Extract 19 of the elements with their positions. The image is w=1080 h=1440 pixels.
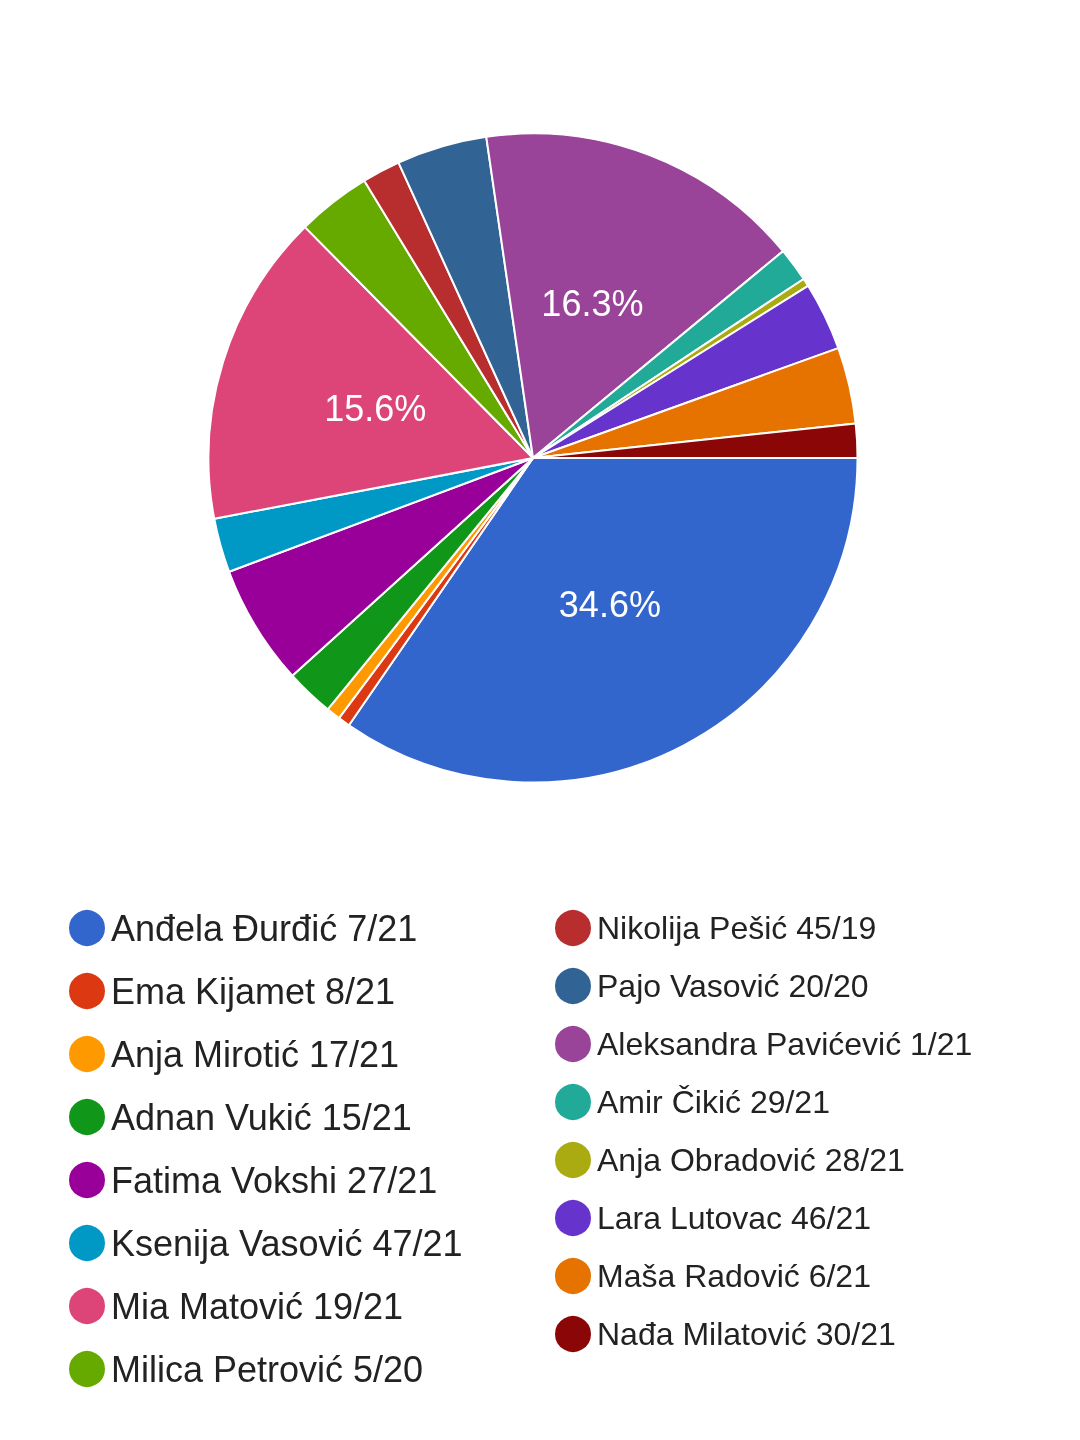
legend-label: Nađa Milatović 30/21 [597, 1316, 896, 1352]
legend-label: Lara Lutovac 46/21 [597, 1200, 871, 1236]
legend-label: Ema Kijamet 8/21 [111, 970, 396, 1012]
data-label: 16.3% [541, 283, 644, 325]
legend-label: Anja Obradović 28/21 [597, 1142, 905, 1178]
data-label: 34.6% [558, 583, 661, 625]
legend-label: Adnan Vukić 15/21 [111, 1096, 412, 1138]
legend-label: Mia Matović 19/21 [111, 1285, 404, 1327]
legend-label: Maša Radović 6/21 [597, 1258, 871, 1294]
legend-label: Amir Čikić 29/21 [597, 1084, 830, 1120]
legend-label: Fatima Vokshi 27/21 [111, 1159, 438, 1201]
legend-label: Pajo Vasović 20/20 [597, 968, 869, 1004]
legend-label: Aleksandra Pavićević 1/21 [597, 1026, 973, 1062]
legend-label: Anđela Đurđić 7/21 [111, 907, 418, 949]
legend-label: Milica Petrović 5/20 [111, 1348, 424, 1390]
legend-label: Anja Mirotić 17/21 [111, 1033, 400, 1075]
legend-label: Nikolija Pešić 45/19 [597, 910, 877, 946]
data-label: 15.6% [324, 388, 427, 430]
legend-label: Ksenija Vasović 47/21 [111, 1222, 463, 1264]
